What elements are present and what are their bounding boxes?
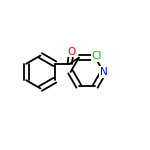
Text: O: O: [67, 47, 75, 57]
Text: Cl: Cl: [92, 51, 102, 61]
Text: N: N: [100, 67, 107, 77]
